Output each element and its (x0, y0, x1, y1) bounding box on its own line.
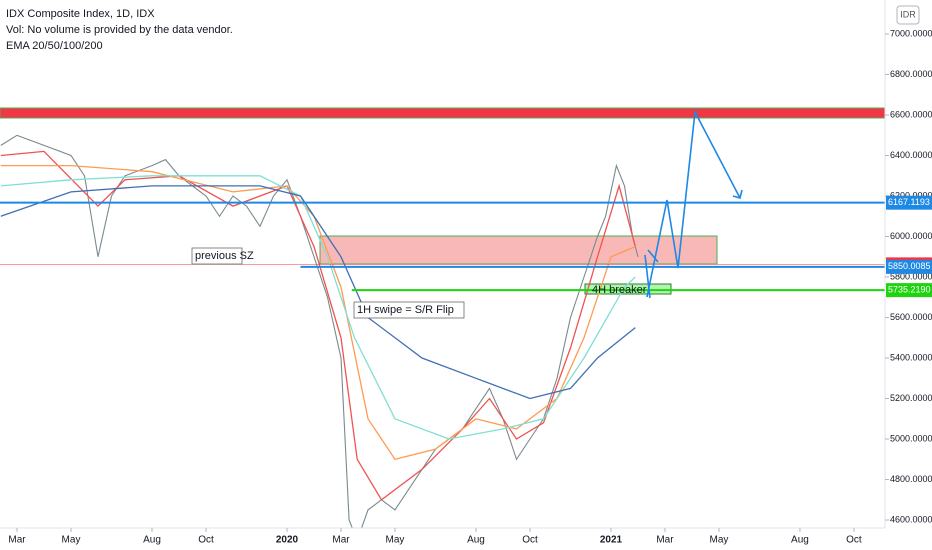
y-tick-label: 6600.0000 (890, 109, 932, 119)
y-tick-label: 6400.0000 (890, 150, 932, 160)
supply-zone (319, 235, 718, 265)
volume-note: Vol: No volume is provided by the data v… (6, 24, 233, 36)
x-tick-label: Aug (143, 535, 161, 546)
y-tick-label: 5000.0000 (890, 433, 932, 443)
ema-line (0, 150, 636, 501)
plot-area: previous SZ 1H swipe = S/R Flip 4H breaker (0, 107, 885, 528)
annotation-box (191, 247, 243, 265)
y-tick-label: 6800.0000 (890, 69, 932, 79)
ema-line (0, 164, 636, 461)
price-label-bg (886, 259, 932, 274)
x-tick-label: Aug (467, 535, 485, 546)
price-label-bg (886, 283, 932, 298)
projection-path (644, 109, 743, 299)
price-line (0, 134, 639, 528)
y-tick-label: 5800.0000 (890, 271, 932, 281)
x-tick-label: Oct (522, 535, 538, 546)
annotation: 4H breaker (592, 284, 647, 296)
price-label: 5735.2190 (888, 284, 931, 294)
y-tick-label: 5600.0000 (890, 312, 932, 322)
x-tick-label: Oct (846, 535, 862, 546)
y-tick-label: 4800.0000 (890, 474, 932, 484)
x-tick-label: Mar (656, 535, 674, 546)
y-tick-label: 5400.0000 (890, 352, 932, 362)
x-tick-label: May (62, 535, 81, 546)
title: IDX Composite Index, 1D, IDX (6, 8, 155, 20)
price-label: 5850.0085 (888, 261, 931, 271)
x-tick-label: 2021 (600, 535, 623, 546)
y-tick-label: 7000.0000 (890, 28, 932, 38)
annotation: previous SZ (195, 250, 254, 262)
x-tick-label: May (386, 535, 405, 546)
x-tick-label: Oct (198, 535, 214, 546)
annotation: 1H swipe = S/R Flip (357, 304, 454, 316)
y-tick-label: 6000.0000 (890, 231, 932, 241)
currency-label[interactable]: IDR (900, 9, 916, 19)
price-label: 6167.1193 (888, 197, 930, 207)
y-tick-label: 6200.0000 (890, 190, 932, 200)
x-tick-label: Mar (332, 535, 350, 546)
annotation-box (353, 301, 465, 319)
x-tick-label: May (710, 535, 729, 546)
x-tick-label: Mar (8, 535, 26, 546)
y-tick-label: 5200.0000 (890, 393, 932, 403)
y-tick-label: 4600.0000 (890, 514, 932, 524)
price-label-bg (886, 195, 932, 210)
ema-line (0, 175, 636, 440)
currency-button[interactable] (896, 5, 920, 25)
resistance-zone (0, 107, 885, 119)
indicators: EMA 20/50/100/200 (6, 40, 103, 52)
x-tick-label: Aug (791, 535, 809, 546)
x-tick-label: 2020 (276, 535, 299, 546)
